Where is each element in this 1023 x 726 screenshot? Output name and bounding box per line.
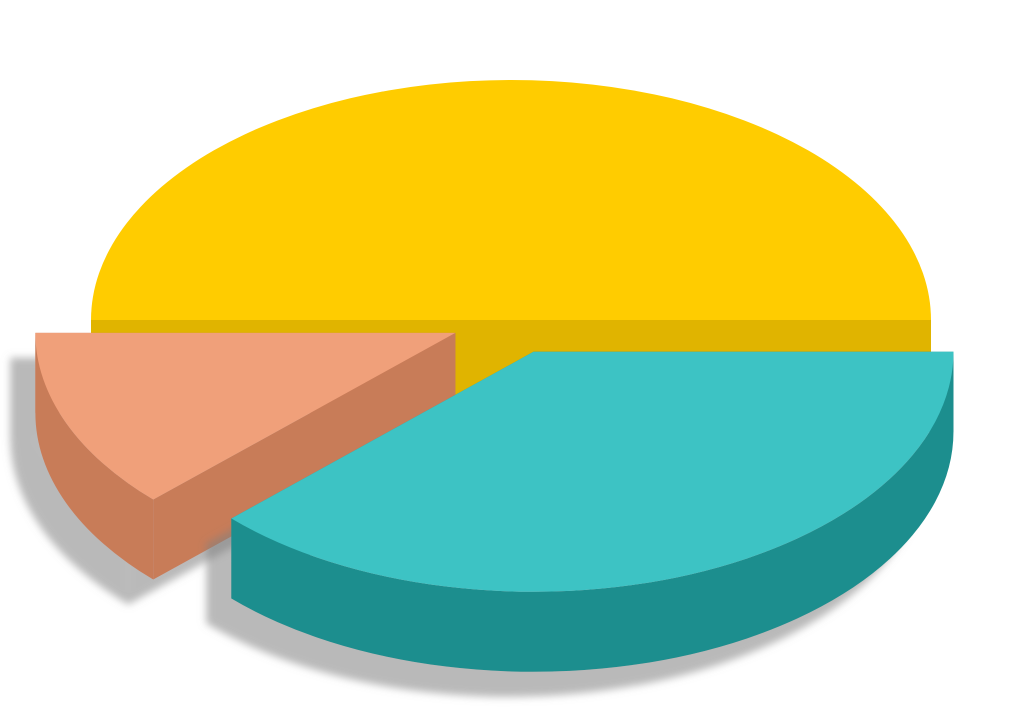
pie-chart-3d [0,0,1023,726]
